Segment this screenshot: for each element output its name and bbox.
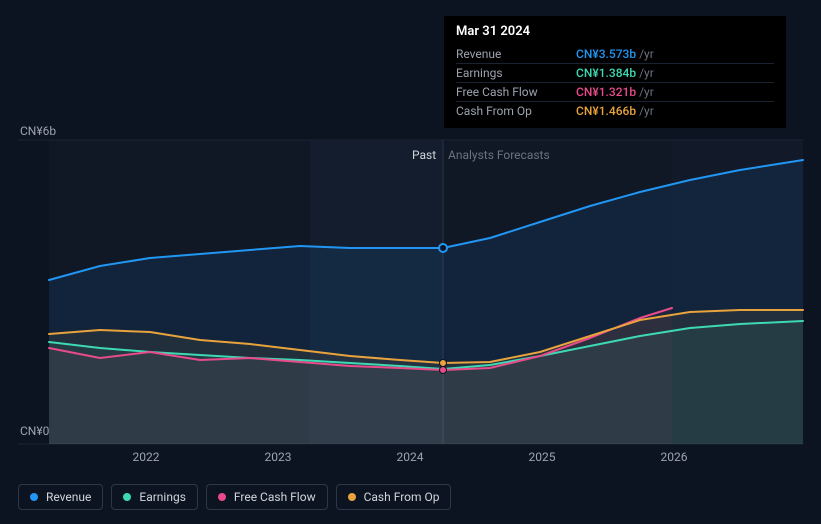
tooltip-row: EarningsCN¥1.384b/yr [456, 63, 774, 82]
legend-label: Revenue [46, 490, 91, 504]
legend-item-fcf[interactable]: Free Cash Flow [206, 484, 328, 510]
tooltip-row: Cash From OpCN¥1.466b/yr [456, 101, 774, 120]
legend-dot-icon [123, 493, 131, 501]
x-axis-tick-label: 2026 [661, 450, 688, 464]
x-axis-tick-label: 2024 [397, 450, 424, 464]
tooltip-metric-label: Revenue [456, 47, 576, 61]
tooltip-metric-value: CN¥1.384b [576, 66, 636, 80]
tooltip-metric-suffix: /yr [639, 85, 654, 99]
legend-label: Free Cash Flow [234, 490, 316, 504]
chart-container: Mar 31 2024 RevenueCN¥3.573b/yrEarningsC… [0, 0, 821, 524]
x-axis-tick-label: 2025 [529, 450, 556, 464]
legend-item-earnings[interactable]: Earnings [111, 484, 198, 510]
hover-tooltip: Mar 31 2024 RevenueCN¥3.573b/yrEarningsC… [444, 16, 786, 128]
legend-item-cashop[interactable]: Cash From Op [336, 484, 452, 510]
tooltip-metric-label: Earnings [456, 66, 576, 80]
tooltip-row: Free Cash FlowCN¥1.321b/yr [456, 82, 774, 101]
tooltip-metric-value: CN¥1.321b [576, 85, 636, 99]
tooltip-metric-suffix: /yr [639, 47, 654, 61]
legend-label: Earnings [139, 490, 186, 504]
past-region-label: Past [412, 148, 436, 162]
y-axis-max-label: CN¥6b [20, 124, 56, 138]
x-axis-tick-label: 2022 [133, 450, 160, 464]
tooltip-metric-suffix: /yr [639, 66, 654, 80]
tooltip-metric-label: Cash From Op [456, 104, 576, 118]
tooltip-metric-value: CN¥1.466b [576, 104, 636, 118]
y-axis-min-label: CN¥0 [20, 424, 49, 438]
forecast-region-label: Analysts Forecasts [448, 148, 550, 162]
tooltip-metric-value: CN¥3.573b [576, 47, 636, 61]
legend-label: Cash From Op [364, 490, 440, 504]
legend-dot-icon [348, 493, 356, 501]
tooltip-metric-label: Free Cash Flow [456, 85, 576, 99]
legend: Revenue Earnings Free Cash Flow Cash From O… [18, 484, 451, 510]
legend-dot-icon [218, 493, 226, 501]
x-axis-tick-label: 2023 [265, 450, 292, 464]
legend-dot-icon [30, 493, 38, 501]
tooltip-row: RevenueCN¥3.573b/yr [456, 45, 774, 63]
legend-item-revenue[interactable]: Revenue [18, 484, 103, 510]
tooltip-date: Mar 31 2024 [456, 24, 774, 39]
tooltip-metric-suffix: /yr [639, 104, 654, 118]
